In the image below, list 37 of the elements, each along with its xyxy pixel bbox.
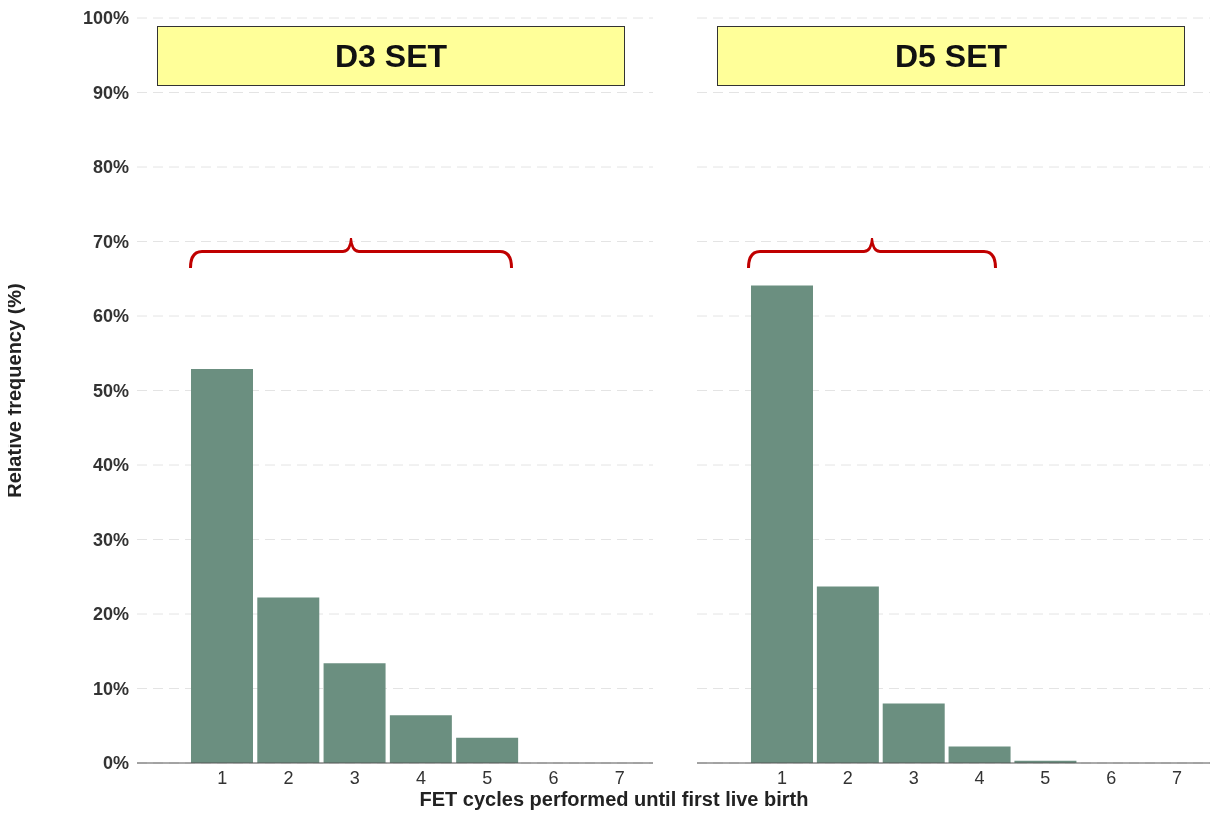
x-tick-label: 2 <box>283 767 294 788</box>
x-tick-label: 3 <box>908 767 919 788</box>
y-tick-label: 100% <box>82 8 129 29</box>
bar <box>882 703 945 763</box>
y-tick-label: 70% <box>92 231 129 252</box>
x-tick-label: 3 <box>349 767 360 788</box>
x-tick-label: 5 <box>1040 767 1051 788</box>
bar <box>751 285 813 763</box>
x-tick-label: 2 <box>842 767 853 788</box>
x-tick-label: 1 <box>217 767 228 788</box>
bar <box>257 597 320 763</box>
y-tick-label: 60% <box>92 306 129 327</box>
x-tick-label: 6 <box>548 767 559 788</box>
y-tick-label: 10% <box>92 678 129 699</box>
text: D5 SET <box>894 37 1008 75</box>
x-tick-label: 7 <box>1172 767 1183 788</box>
y-tick-label: 0% <box>102 753 129 774</box>
x-tick-label: 6 <box>1106 767 1117 788</box>
x-tick-label: 7 <box>614 767 625 788</box>
x-axis-title: FET cycles performed until first live birth <box>418 788 810 811</box>
bar <box>389 715 452 763</box>
y-tick-label: 50% <box>92 380 129 401</box>
y-tick-label: 20% <box>92 604 129 625</box>
y-tick-label: 40% <box>92 455 129 476</box>
bar <box>191 368 253 763</box>
bar <box>816 586 879 763</box>
text: D3 SET <box>334 37 448 75</box>
y-tick-label: 80% <box>92 157 129 178</box>
x-tick-label: 5 <box>482 767 493 788</box>
x-tick-label: 1 <box>776 767 787 788</box>
x-tick-label: 4 <box>974 767 985 788</box>
y-tick-label: 30% <box>92 529 129 550</box>
bar <box>456 737 519 763</box>
x-tick-label: 4 <box>415 767 427 788</box>
y-tick-label: 90% <box>92 82 129 103</box>
bar <box>323 663 386 763</box>
bar <box>948 746 1011 763</box>
